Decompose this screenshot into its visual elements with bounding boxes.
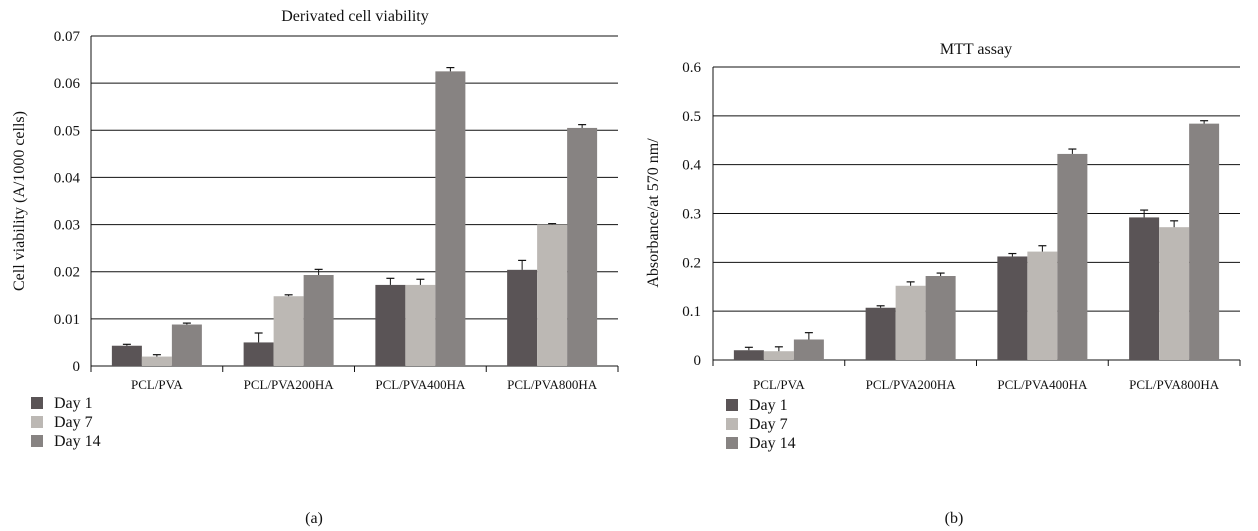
legend-label: Day 14 [54, 433, 101, 450]
bar [895, 285, 926, 360]
y-tick-label: 0.01 [54, 312, 80, 328]
x-tick-label: PCL/PVA200HA [866, 377, 957, 392]
bar [763, 351, 794, 360]
chart-title: MTT assay [940, 41, 1012, 58]
x-tick-label: PCL/PVA800HA [507, 377, 598, 392]
x-tick-label: PCL/PVA200HA [244, 377, 335, 392]
y-axis-label: Cell viability (A/1000 cells) [11, 111, 28, 291]
y-tick-label: 0.07 [54, 29, 81, 45]
y-tick-label: 0.5 [682, 109, 701, 125]
x-tick-label: PCL/PVA [753, 377, 805, 392]
bar [1129, 217, 1160, 360]
y-tick-label: 0 [73, 359, 81, 375]
bar [865, 307, 896, 360]
y-tick-label: 0.05 [54, 123, 80, 139]
bar [733, 350, 764, 360]
legend-swatch [726, 418, 738, 430]
bar [793, 339, 824, 360]
chart-panel-b: MTT assay Absorbance/at 570 nm/0 0.1 0.2 0.3… [645, 41, 1241, 527]
y-tick-label: 0.04 [54, 170, 81, 186]
legend-swatch [726, 437, 738, 449]
bar [507, 269, 538, 366]
y-tick-label: 0.03 [54, 218, 80, 234]
bar [537, 224, 568, 366]
y-tick-label: 0.4 [682, 158, 701, 174]
bar [141, 356, 172, 366]
bar [171, 324, 202, 366]
y-tick-label: 0.6 [682, 60, 701, 76]
legend-label: Day 1 [749, 397, 788, 414]
bar [997, 256, 1028, 360]
x-tick-label: PCL/PVA [131, 377, 183, 392]
y-tick-label: 0.02 [54, 265, 80, 281]
y-tick-label: 0 [694, 353, 702, 369]
legend-swatch [31, 435, 43, 447]
y-tick-label: 0.2 [682, 255, 701, 271]
bar [925, 276, 956, 360]
bar [1057, 153, 1088, 360]
bar [1189, 123, 1220, 360]
bar [435, 71, 466, 366]
y-tick-label: 0.3 [682, 207, 701, 223]
legend-label: Day 14 [749, 435, 796, 452]
bar [1027, 251, 1058, 360]
legend-label: Day 7 [749, 416, 788, 433]
panel-label: (a) [305, 510, 323, 527]
y-tick-label: 0.06 [54, 76, 81, 92]
legend-label: Day 7 [54, 414, 93, 431]
bar [243, 342, 274, 366]
legend-swatch [31, 397, 43, 409]
bar [111, 345, 142, 366]
bar [567, 127, 598, 366]
legend-label: Day 1 [54, 395, 93, 412]
x-tick-label: PCL/PVA400HA [375, 377, 466, 392]
bar [375, 284, 406, 366]
chart-title: Derivated cell viability [281, 8, 429, 25]
x-tick-label: PCL/PVA400HA [997, 377, 1088, 392]
bar [273, 296, 304, 366]
x-tick-label: PCL/PVA800HA [1129, 377, 1220, 392]
panel-label: (b) [945, 510, 964, 527]
bar [405, 284, 436, 366]
bar [1159, 227, 1190, 360]
legend-swatch [31, 416, 43, 428]
y-tick-label: 0.1 [682, 304, 701, 320]
chart-panel-a: Derivated cell viability Cell viability (… [11, 8, 619, 527]
y-axis-label: Absorbance/at 570 nm/ [645, 138, 662, 288]
legend-swatch [726, 399, 738, 411]
bar [303, 275, 334, 366]
